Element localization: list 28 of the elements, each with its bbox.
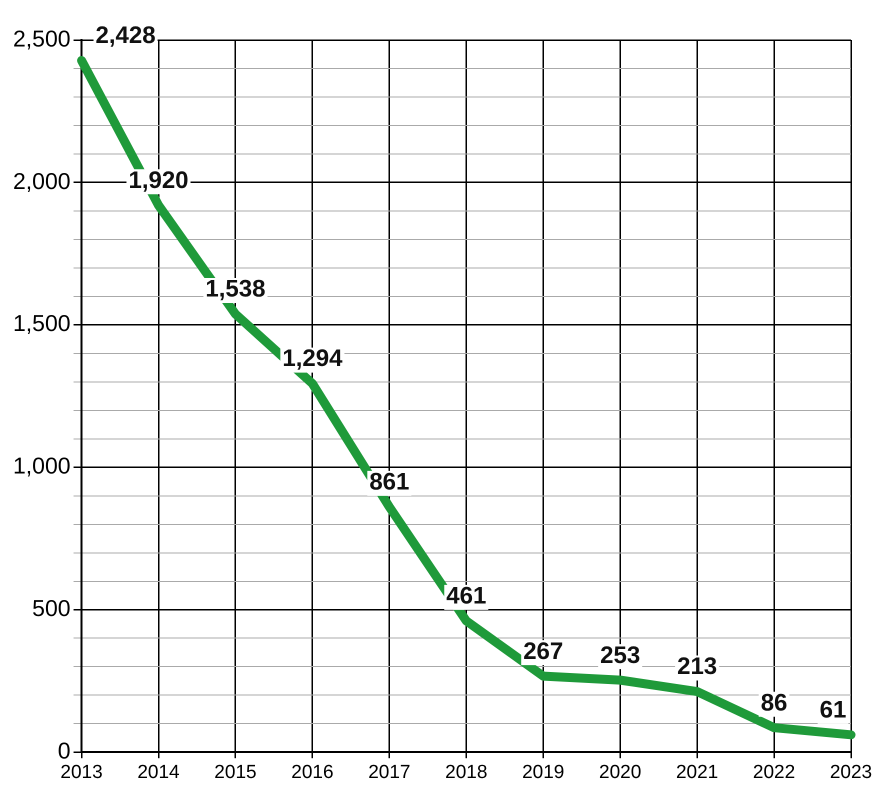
data-label: 461	[446, 582, 486, 610]
x-tick-label: 2020	[599, 762, 642, 783]
data-label: 253	[600, 642, 640, 669]
data-label: 213	[677, 653, 718, 680]
x-tick-label: 2015	[214, 762, 257, 783]
data-label: 1,920	[128, 166, 189, 194]
data-label: 61	[820, 696, 846, 724]
data-label: 86	[760, 689, 788, 716]
data-label: 2,428	[96, 22, 156, 50]
x-tick-label: 2022	[752, 762, 796, 783]
data-label: 267	[523, 638, 564, 665]
x-tick-label: 2019	[522, 762, 564, 783]
y-tick-label: 1,000	[12, 452, 71, 479]
data-label: 861	[369, 468, 410, 496]
data-label: 1,294	[282, 345, 344, 372]
x-tick-label: 2021	[676, 762, 718, 783]
x-tick-label: 2016	[291, 762, 334, 783]
y-tick-label: 0	[58, 738, 71, 764]
x-tick-label: 2013	[60, 762, 103, 783]
y-tick-label: 2,000	[12, 168, 71, 194]
x-tick-label: 2014	[137, 762, 180, 783]
x-tick-label: 2023	[830, 762, 872, 783]
y-tick-label: 1,500	[12, 310, 71, 336]
y-tick-label: 2,500	[12, 25, 71, 52]
x-tick-label: 2018	[445, 762, 488, 783]
y-tick-label: 500	[32, 595, 71, 622]
data-label: 1,538	[205, 276, 266, 303]
x-tick-label: 2017	[368, 762, 410, 783]
